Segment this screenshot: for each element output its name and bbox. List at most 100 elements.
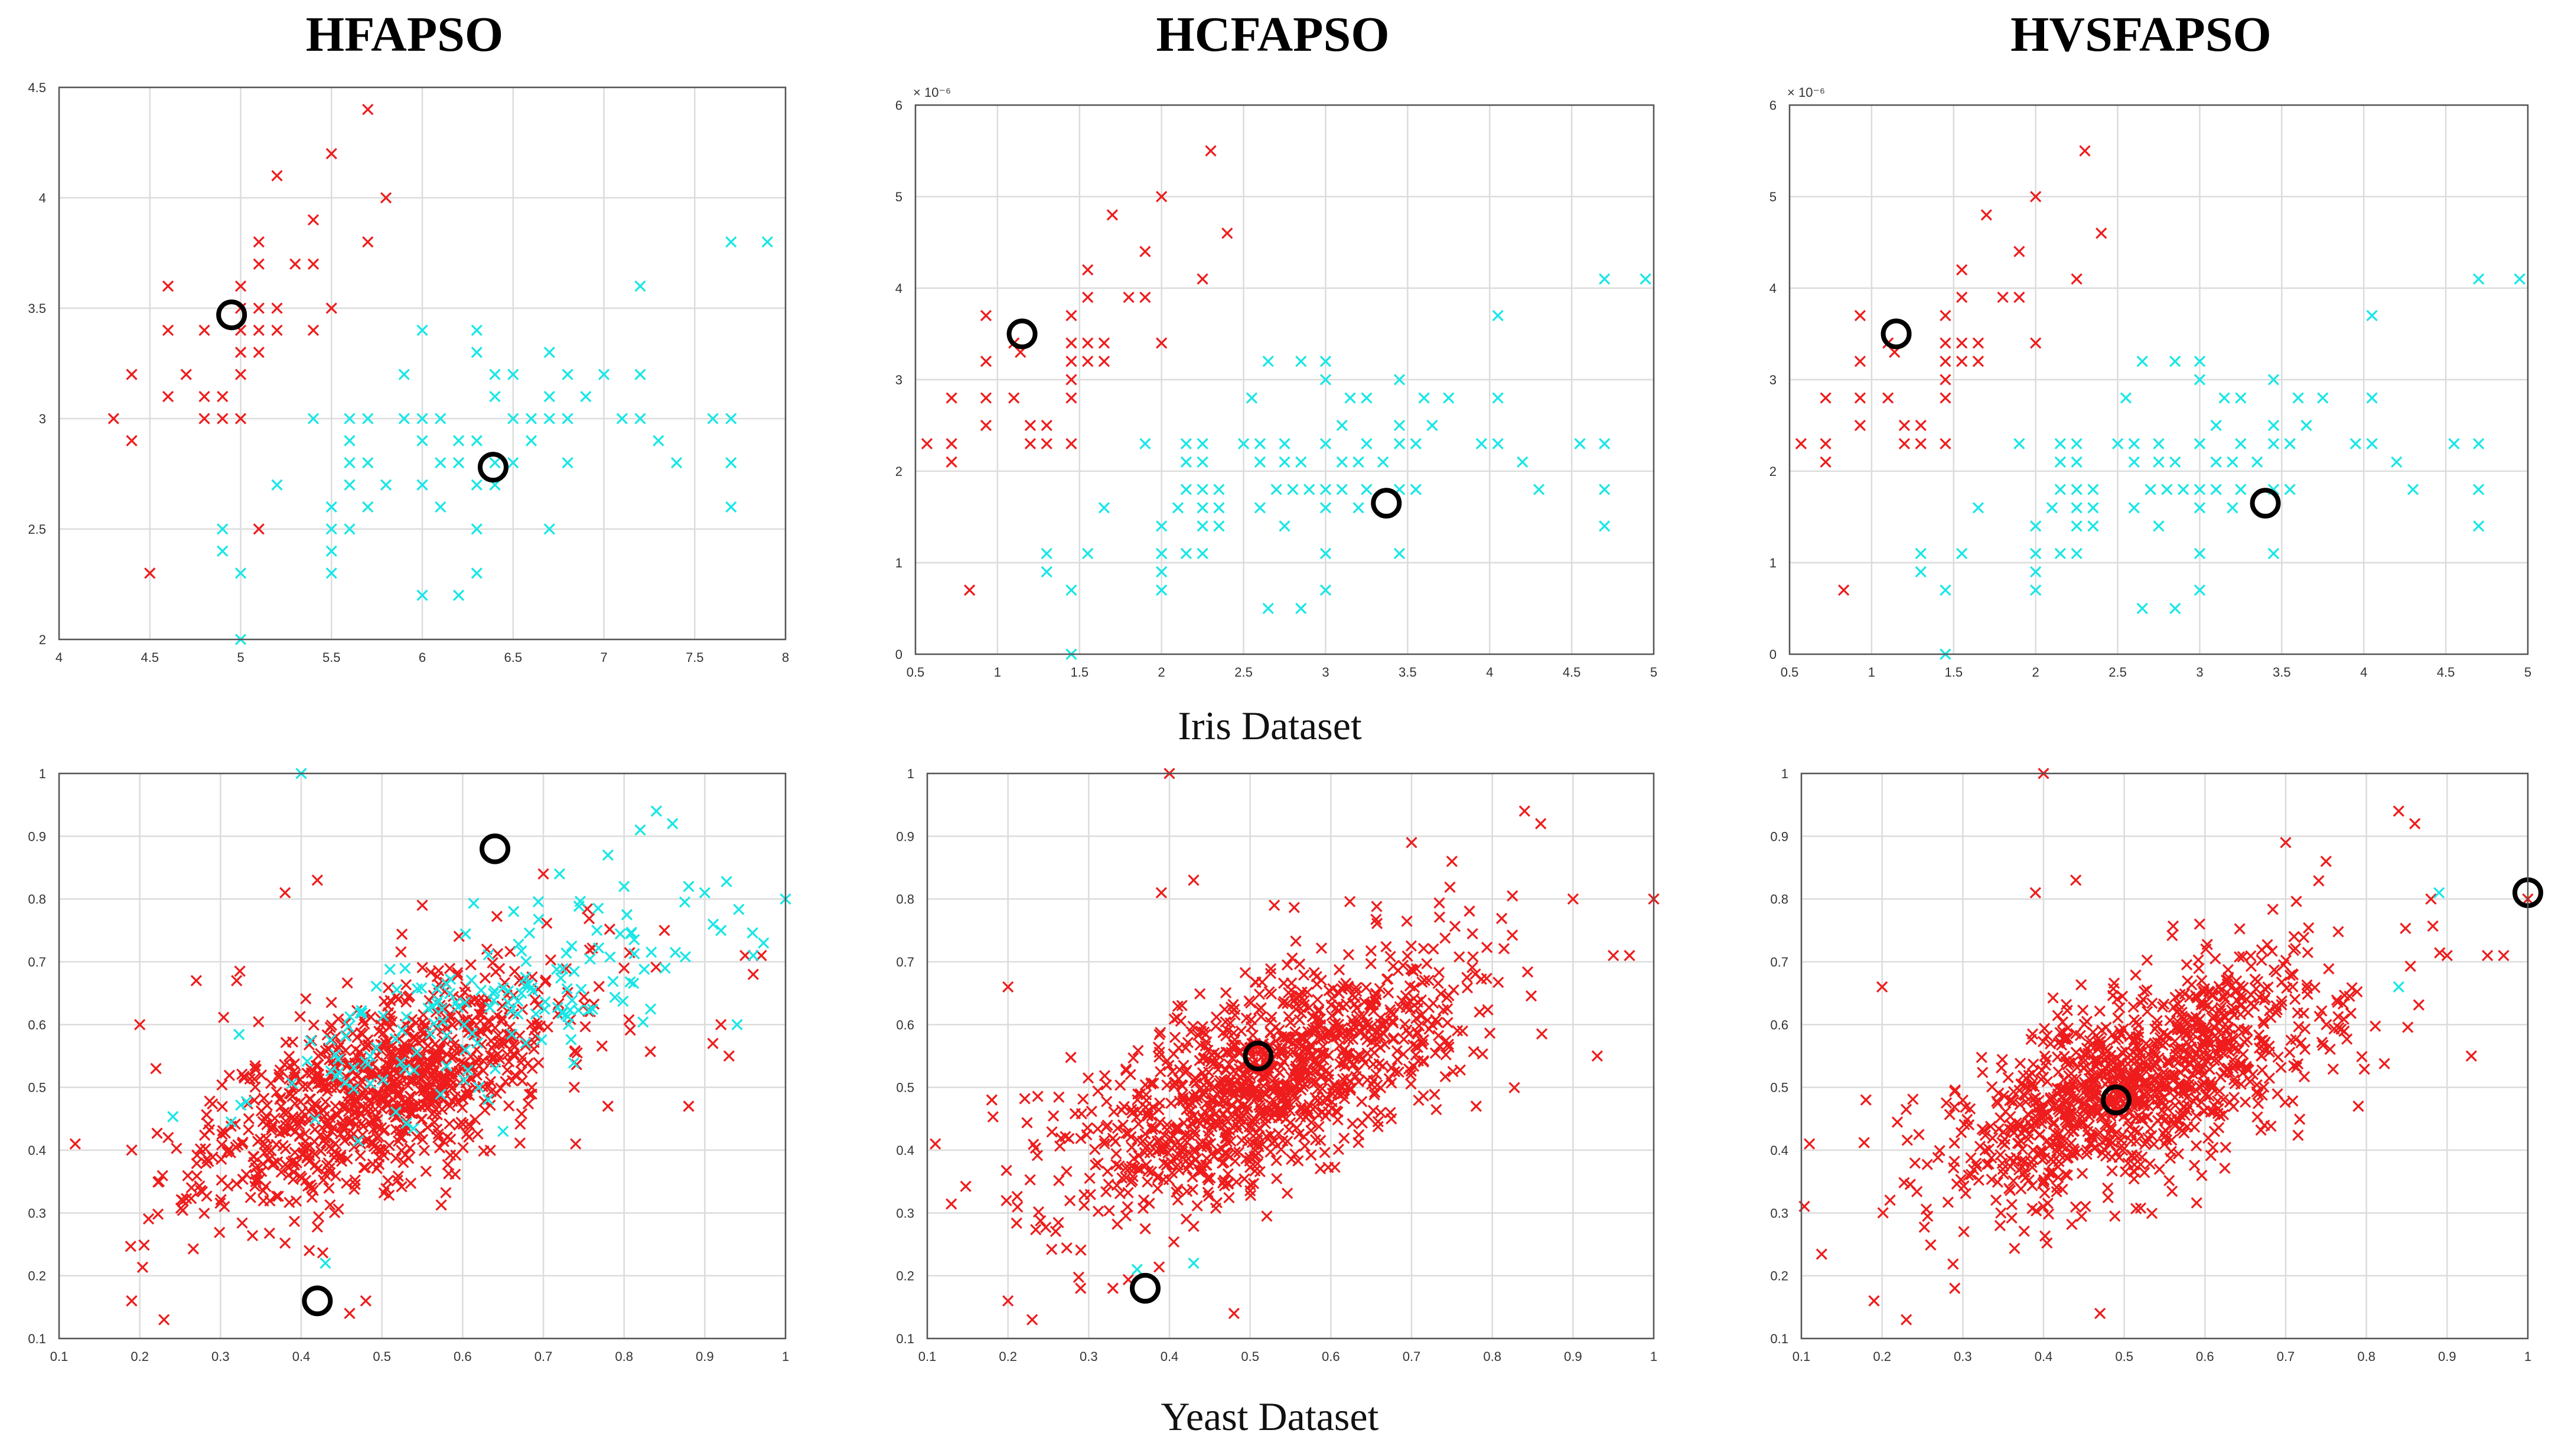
data-point — [2262, 981, 2274, 993]
data-point — [1481, 942, 1493, 954]
data-point — [1402, 950, 1413, 962]
data-point — [2158, 1128, 2169, 1140]
data-point — [1411, 1026, 1423, 1038]
data-point — [317, 1247, 329, 1259]
data-point — [1256, 1070, 1269, 1082]
data-point — [2473, 438, 2485, 450]
data-point — [2441, 949, 2453, 961]
axes-box — [1800, 772, 2529, 1340]
data-point — [1173, 1164, 1185, 1176]
data-point — [1898, 438, 1911, 450]
data-point — [946, 1198, 957, 1210]
data-point — [1533, 484, 1545, 495]
data-point — [2229, 1078, 2241, 1090]
data-point — [431, 983, 443, 995]
data-point — [543, 413, 555, 425]
data-point — [224, 1147, 236, 1158]
data-point — [1854, 309, 1866, 322]
data-point — [2161, 484, 2173, 495]
data-point — [2299, 1023, 2311, 1035]
data-point — [1525, 990, 1537, 1002]
data-point — [1180, 438, 1192, 450]
data-point — [2194, 584, 2206, 596]
data-point — [1940, 438, 1951, 450]
data-point — [1972, 502, 1984, 514]
series-2 — [1131, 1257, 1200, 1275]
data-point — [315, 1145, 327, 1157]
data-point — [569, 1044, 581, 1057]
data-point — [352, 1069, 364, 1082]
y-tick-label: 0 — [1769, 647, 1777, 662]
data-point — [614, 928, 626, 940]
data-point — [2253, 1098, 2264, 1109]
data-point — [1197, 456, 1208, 468]
data-point — [1389, 1066, 1401, 1078]
data-point — [2257, 1016, 2269, 1027]
data-point — [2302, 946, 2313, 958]
y-tick-label: 1 — [895, 556, 902, 570]
data-point — [1142, 1165, 1154, 1177]
data-point — [1375, 1106, 1387, 1118]
data-point — [293, 1119, 305, 1131]
data-point — [592, 902, 604, 914]
data-point — [1041, 419, 1052, 432]
data-point — [2018, 1225, 2030, 1237]
data-point — [1172, 1000, 1184, 1012]
data-point — [308, 1135, 321, 1148]
x-tick-label: 1 — [1650, 1349, 1657, 1364]
data-point — [490, 966, 501, 978]
data-point — [2130, 1203, 2142, 1215]
data-point — [1123, 291, 1135, 303]
data-point — [2059, 1034, 2072, 1046]
data-point — [634, 824, 646, 836]
data-point — [1177, 1092, 1189, 1104]
data-point — [395, 946, 407, 958]
axes-box — [914, 104, 1655, 655]
data-point — [2212, 1055, 2224, 1067]
data-point — [187, 1243, 199, 1255]
data-point — [1882, 392, 1894, 404]
data-point — [449, 1091, 461, 1102]
data-point — [2036, 1064, 2048, 1076]
data-point — [526, 1082, 538, 1093]
series-1 — [930, 768, 1660, 1326]
x-tick-label: 0.8 — [615, 1349, 633, 1364]
data-point — [1182, 1036, 1194, 1049]
data-point — [320, 1044, 331, 1057]
data-point — [1330, 1002, 1342, 1014]
data-point — [432, 1128, 444, 1140]
data-point — [1152, 1183, 1164, 1194]
data-point — [1374, 982, 1386, 995]
data-point — [1320, 1030, 1332, 1042]
data-point — [1498, 943, 1510, 955]
data-point — [1082, 547, 1094, 560]
data-point — [1981, 1158, 1993, 1170]
data-point — [2022, 1133, 2034, 1145]
data-point — [2141, 954, 2153, 966]
data-point — [1288, 902, 1300, 913]
data-point — [2317, 1039, 2329, 1051]
data-point — [370, 1042, 382, 1053]
data-point — [348, 1141, 360, 1153]
data-point — [491, 948, 504, 959]
data-point — [371, 1132, 383, 1144]
data-point — [307, 413, 320, 425]
data-point — [253, 1016, 265, 1028]
data-point — [2237, 1067, 2249, 1079]
data-point — [1046, 1126, 1058, 1138]
data-point — [1355, 1096, 1368, 1108]
data-point — [568, 1081, 581, 1093]
data-point — [2289, 942, 2302, 955]
data-point — [1336, 484, 1348, 495]
data-point — [2409, 818, 2421, 830]
data-point — [428, 1065, 439, 1076]
data-point — [1279, 1031, 1290, 1043]
data-point — [1235, 1025, 1247, 1037]
centroid-marker — [1881, 318, 1912, 350]
data-point — [396, 928, 408, 940]
data-point — [1327, 983, 1339, 995]
data-point — [399, 1063, 410, 1075]
data-point — [512, 995, 524, 1007]
data-point — [390, 1153, 402, 1164]
data-point — [69, 1138, 81, 1150]
